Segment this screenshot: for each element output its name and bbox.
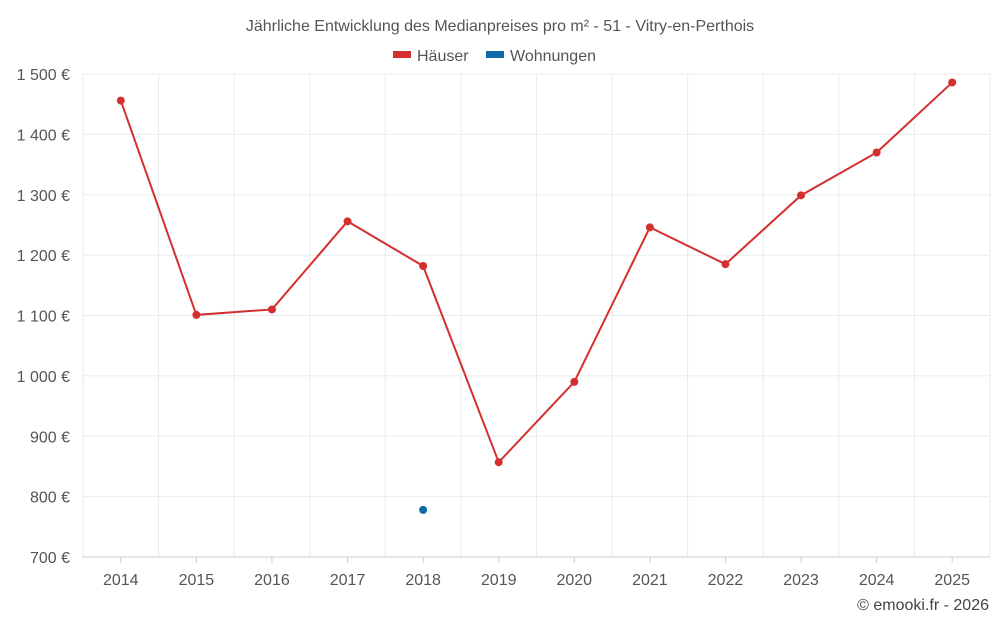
x-axis-labels: 2014 2015 2016 2017 2018 2019 2020 2021 2022 2023…: [103, 572, 970, 589]
legend-item-haeuser[interactable]: Häuser: [393, 48, 469, 65]
x-tick-label: 2018: [405, 572, 441, 589]
legend-swatch-haeuser: [393, 51, 411, 58]
data-point[interactable]: [872, 148, 881, 157]
x-tick-label: 2025: [934, 572, 970, 589]
x-tick-label: 2020: [556, 572, 592, 589]
x-tick-label: 2019: [481, 572, 517, 589]
y-tick-label: 1 100 €: [17, 309, 70, 326]
legend-label-wohnungen: Wohnungen: [510, 48, 596, 65]
data-point[interactable]: [343, 217, 352, 226]
data-point[interactable]: [645, 223, 654, 232]
data-point[interactable]: [419, 505, 428, 514]
legend: Häuser Wohnungen: [393, 48, 596, 65]
grid: [82, 73, 991, 558]
y-tick-label: 900 €: [30, 429, 70, 446]
legend-swatch-wohnungen: [486, 51, 504, 58]
x-tick-label: 2023: [783, 572, 819, 589]
credit-text: © emooki.fr - 2026: [857, 597, 989, 614]
y-tick-label: 1 300 €: [17, 188, 70, 205]
data-point[interactable]: [948, 78, 957, 87]
series-1: [419, 505, 428, 514]
legend-item-wohnungen[interactable]: Wohnungen: [486, 48, 596, 65]
y-axis-labels: 700 € 800 € 900 € 1 000 € 1 100 € 1 200 € 1 30…: [17, 67, 70, 567]
x-tick-label: 2022: [708, 572, 744, 589]
series-line-0: [119, 81, 953, 465]
y-tick-label: 700 €: [30, 550, 70, 567]
chart-title: Jährliche Entwicklung des Medianpreises …: [246, 18, 754, 35]
data-point[interactable]: [494, 458, 503, 467]
legend-label-haeuser: Häuser: [417, 48, 469, 65]
y-tick-label: 1 400 €: [17, 127, 70, 144]
series-0: [116, 78, 957, 467]
y-tick-label: 1 500 €: [17, 67, 70, 84]
x-tick-label: 2017: [330, 572, 366, 589]
data-point[interactable]: [570, 377, 579, 386]
data-point[interactable]: [192, 310, 201, 319]
data-point[interactable]: [267, 305, 276, 314]
series: [116, 78, 957, 514]
x-tick-label: 2021: [632, 572, 668, 589]
data-point[interactable]: [116, 96, 125, 105]
y-tick-label: 1 200 €: [17, 248, 70, 265]
x-tick-label: 2015: [179, 572, 215, 589]
data-point[interactable]: [419, 261, 428, 270]
data-point[interactable]: [797, 191, 806, 200]
x-tick-label: 2014: [103, 572, 139, 589]
data-point[interactable]: [721, 260, 730, 269]
y-tick-label: 800 €: [30, 490, 70, 507]
axes: [83, 556, 990, 563]
y-tick-label: 1 000 €: [17, 369, 70, 386]
x-tick-label: 2024: [859, 572, 895, 589]
x-tick-label: 2016: [254, 572, 290, 589]
